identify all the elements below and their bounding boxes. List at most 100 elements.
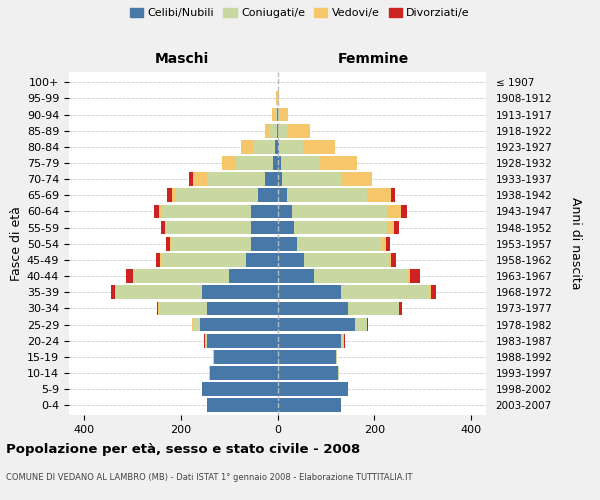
Legend: Celibi/Nubili, Coniugati/e, Vedovi/e, Divorziati/e: Celibi/Nubili, Coniugati/e, Vedovi/e, Di… — [128, 6, 472, 20]
Bar — [295, 220, 386, 234]
Bar — [214, 350, 277, 364]
Bar — [265, 172, 277, 186]
Bar — [161, 204, 251, 218]
Bar — [246, 253, 277, 267]
Bar — [277, 286, 341, 299]
Bar — [272, 108, 275, 122]
Bar — [157, 302, 158, 315]
Bar — [276, 92, 277, 105]
Bar — [297, 237, 382, 250]
Bar — [320, 156, 356, 170]
Text: Popolazione per età, sesso e stato civile - 2008: Popolazione per età, sesso e stato civil… — [6, 442, 360, 456]
Bar — [410, 269, 419, 283]
Bar — [341, 286, 430, 299]
Bar — [275, 108, 277, 122]
Bar — [222, 156, 236, 170]
Bar — [277, 366, 338, 380]
Bar — [189, 172, 193, 186]
Bar — [399, 302, 401, 315]
Bar — [335, 350, 337, 364]
Bar — [279, 140, 303, 153]
Bar — [314, 269, 409, 283]
Bar — [277, 253, 304, 267]
Bar — [287, 188, 367, 202]
Bar — [200, 318, 277, 332]
Bar — [386, 204, 401, 218]
Bar — [391, 253, 396, 267]
Bar — [272, 156, 277, 170]
Bar — [133, 269, 134, 283]
Bar — [277, 237, 297, 250]
Bar — [355, 318, 367, 332]
Bar — [303, 140, 335, 153]
Bar — [283, 172, 341, 186]
Bar — [277, 269, 314, 283]
Bar — [394, 220, 399, 234]
Bar — [159, 204, 161, 218]
Bar — [207, 302, 277, 315]
Bar — [156, 253, 160, 267]
Bar — [386, 237, 389, 250]
Bar — [111, 286, 115, 299]
Text: COMUNE DI VEDANO AL LAMBRO (MB) - Dati ISTAT 1° gennaio 2008 - Elaborazione TUTT: COMUNE DI VEDANO AL LAMBRO (MB) - Dati I… — [6, 472, 413, 482]
Bar — [207, 334, 277, 347]
Bar — [341, 334, 344, 347]
Bar — [164, 220, 166, 234]
Bar — [251, 204, 277, 218]
Bar — [209, 366, 277, 380]
Bar — [251, 237, 277, 250]
Bar — [348, 302, 399, 315]
Bar — [288, 124, 310, 138]
Bar — [367, 188, 391, 202]
Bar — [278, 108, 280, 122]
Bar — [251, 220, 277, 234]
Bar — [275, 140, 277, 153]
Bar — [204, 334, 205, 347]
Bar — [401, 204, 407, 218]
Bar — [229, 269, 277, 283]
Bar — [159, 302, 207, 315]
Bar — [280, 108, 287, 122]
Text: Femmine: Femmine — [338, 52, 409, 66]
Bar — [391, 188, 395, 202]
Bar — [193, 318, 200, 332]
Bar — [172, 188, 176, 202]
Bar — [292, 204, 386, 218]
Bar — [176, 188, 258, 202]
Bar — [281, 156, 320, 170]
Bar — [170, 237, 171, 250]
Bar — [277, 156, 281, 170]
Bar — [278, 92, 280, 105]
Bar — [253, 140, 275, 153]
Bar — [166, 237, 170, 250]
Bar — [277, 124, 278, 138]
Bar — [207, 398, 277, 412]
Bar — [161, 220, 164, 234]
Bar — [265, 124, 270, 138]
Bar — [277, 188, 287, 202]
Bar — [270, 124, 277, 138]
Bar — [277, 302, 348, 315]
Bar — [278, 124, 288, 138]
Bar — [167, 188, 172, 202]
Bar — [160, 253, 161, 267]
Bar — [202, 382, 277, 396]
Bar — [431, 286, 436, 299]
Bar — [386, 220, 394, 234]
Bar — [341, 172, 372, 186]
Bar — [277, 220, 295, 234]
Bar — [277, 318, 355, 332]
Bar — [277, 350, 335, 364]
Bar — [171, 237, 251, 250]
Bar — [382, 237, 386, 250]
Bar — [277, 172, 283, 186]
Bar — [193, 172, 207, 186]
Bar — [277, 398, 341, 412]
Bar — [134, 269, 229, 283]
Bar — [166, 220, 251, 234]
Bar — [389, 253, 391, 267]
Bar — [205, 334, 207, 347]
Bar — [161, 253, 246, 267]
Bar — [304, 253, 389, 267]
Bar — [277, 382, 348, 396]
